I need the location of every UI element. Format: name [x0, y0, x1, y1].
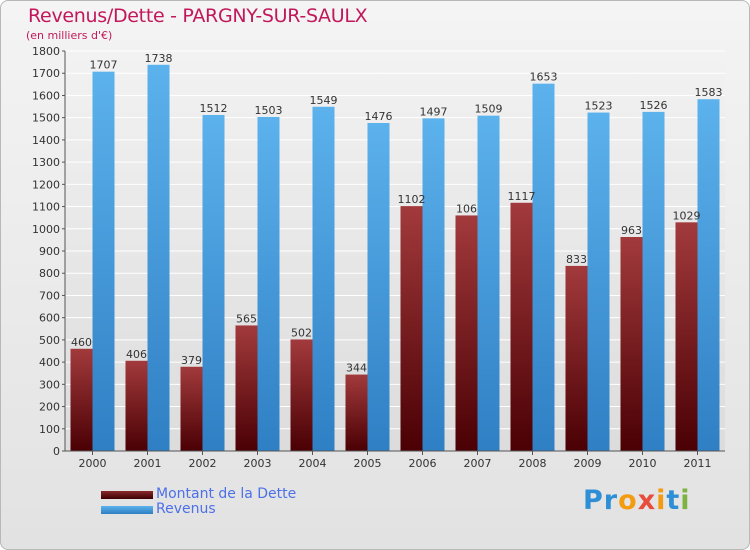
y-tick-label: 700: [39, 289, 60, 302]
data-label-debt: 460: [71, 336, 92, 349]
x-tick-label: 2011: [684, 457, 712, 470]
x-tick-label: 2010: [629, 457, 657, 470]
data-label-revenus: 1509: [475, 103, 503, 116]
bar-revenus: [532, 83, 555, 452]
data-label-revenus: 1512: [200, 102, 228, 115]
logo-letter: r: [603, 485, 619, 516]
bar-revenus: [312, 106, 335, 452]
bar-debt: [345, 374, 368, 451]
chart-subtitle: (en milliers d'€): [26, 29, 113, 42]
y-tick-label: 1300: [32, 156, 60, 169]
data-labels-group: 460 1707 406 1738 379 1512 565 1503 502 1549 344 14…: [71, 52, 723, 375]
data-label-revenus: 1503: [255, 104, 283, 117]
bar-debt: [180, 366, 203, 451]
x-tick-label: 2004: [299, 457, 327, 470]
data-label-debt: 833: [566, 253, 587, 266]
y-tick-label: 1600: [32, 89, 60, 102]
legend-label-debt: Montant de la Dette: [156, 486, 297, 502]
bar-debt: [70, 348, 93, 451]
y-tick-label: 1400: [32, 134, 60, 147]
logo-letter: P: [583, 485, 604, 516]
x-tick-label: 2008: [519, 457, 547, 470]
data-label-revenus: 1707: [90, 59, 118, 72]
data-label-revenus: 1583: [695, 86, 723, 99]
logo-letter: o: [618, 485, 638, 516]
x-tick-label: 2005: [354, 457, 382, 470]
bar-debt: [290, 339, 313, 451]
bar-debt: [675, 222, 698, 451]
data-label-debt: 1102: [398, 193, 426, 206]
y-tick-label: 800: [39, 267, 60, 280]
logo-letter: i: [680, 485, 691, 516]
data-label-revenus: 1523: [585, 100, 613, 113]
bar-revenus: [367, 123, 390, 451]
data-label-debt: 379: [181, 354, 202, 367]
data-label-revenus: 1526: [640, 99, 668, 112]
grid-lines: [65, 50, 725, 452]
data-label-revenus: 1653: [530, 71, 558, 84]
proxiti-logo: Proxiti: [583, 485, 691, 516]
bar-revenus: [92, 71, 115, 452]
x-tick-label: 2006: [409, 457, 437, 470]
bar-debt: [510, 202, 533, 451]
y-tick-label: 100: [39, 423, 60, 436]
y-tick-label: 1000: [32, 223, 60, 236]
bar-revenus: [477, 115, 500, 452]
data-label-debt: 963: [621, 224, 642, 237]
x-tick-label: 2003: [244, 457, 272, 470]
bar-debt: [400, 206, 423, 451]
bar-revenus: [642, 111, 665, 451]
bar-revenus: [422, 118, 445, 451]
bars-group: [70, 64, 720, 452]
y-tick-label: 900: [39, 245, 60, 258]
y-tick-label: 600: [39, 312, 60, 325]
bar-debt: [235, 325, 258, 451]
data-label-debt: 565: [236, 312, 257, 325]
axes-group: 0 100 200 300 400 500 600 700 800 900 1000 1100 1200…: [32, 45, 725, 470]
x-tick-label: 2002: [189, 457, 217, 470]
data-label-revenus: 1497: [420, 105, 448, 118]
bar-revenus: [147, 64, 170, 452]
data-label-revenus: 1738: [145, 52, 173, 65]
bar-revenus: [697, 99, 720, 451]
y-tick-label: 1200: [32, 178, 60, 191]
bar-debt: [620, 237, 643, 451]
data-label-debt: 106: [456, 202, 477, 215]
y-tick-label: 1500: [32, 112, 60, 125]
y-tick-label: 200: [39, 401, 60, 414]
bar-debt: [565, 265, 588, 451]
data-label-revenus: 1549: [310, 94, 338, 107]
x-tick-label: 2007: [464, 457, 492, 470]
data-label-debt: 502: [291, 326, 312, 339]
logo-letter: x: [637, 485, 657, 516]
data-label-debt: 344: [346, 362, 367, 375]
y-tick-label: 1100: [32, 201, 60, 214]
y-tick-label: 300: [39, 378, 60, 391]
data-label-revenus: 1476: [365, 110, 393, 123]
chart-title: Revenus/Dette - PARGNY-SUR-SAULX: [28, 5, 368, 27]
x-tick-label: 2000: [79, 457, 107, 470]
x-tick-label: 2001: [134, 457, 162, 470]
legend-label-revenus: Revenus: [156, 501, 216, 517]
x-tick-label: 2009: [574, 457, 602, 470]
y-tick-label: 500: [39, 334, 60, 347]
bar-revenus: [202, 115, 225, 451]
data-label-debt: 1117: [508, 190, 536, 203]
bar-debt: [125, 360, 148, 451]
data-label-debt: 406: [126, 348, 147, 361]
logo-letter: i: [656, 485, 667, 516]
bar-revenus: [587, 112, 610, 452]
legend-swatch-debt: [101, 491, 153, 499]
legend-swatch-revenus: [101, 506, 153, 514]
y-tick-label: 400: [39, 356, 60, 369]
bar-revenus: [257, 117, 280, 451]
data-label-debt: 1029: [673, 209, 701, 222]
y-tick-label: 1700: [32, 67, 60, 80]
y-tick-label: 1800: [32, 45, 60, 58]
y-tick-label: 0: [53, 445, 60, 458]
bar-debt: [455, 215, 478, 451]
logo-letter: t: [666, 485, 681, 516]
